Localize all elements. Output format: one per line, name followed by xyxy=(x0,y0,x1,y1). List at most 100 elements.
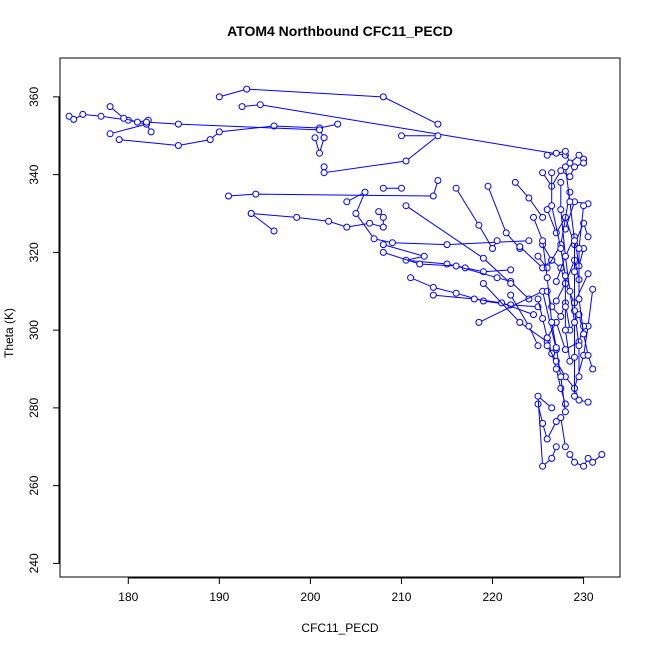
data-point xyxy=(552,149,560,157)
data-point xyxy=(561,408,569,416)
series-line xyxy=(455,187,498,250)
data-point xyxy=(598,451,606,458)
data-point xyxy=(539,169,547,177)
data-point xyxy=(557,313,565,320)
data-point xyxy=(566,188,574,196)
data-point xyxy=(379,184,387,192)
data-point xyxy=(539,315,547,322)
data-point xyxy=(443,241,451,249)
data-point xyxy=(452,184,460,192)
data-point xyxy=(534,295,542,303)
data-point xyxy=(561,400,569,408)
data-point xyxy=(420,252,428,260)
data-point xyxy=(247,210,255,217)
data-point xyxy=(584,398,592,406)
data-point xyxy=(525,237,533,245)
data-point xyxy=(343,198,351,206)
x-tick-label: 200 xyxy=(300,590,320,604)
data-point xyxy=(534,342,542,350)
y-tick-label: 260 xyxy=(27,475,41,495)
data-point xyxy=(575,151,583,159)
data-point xyxy=(434,132,442,140)
data-point xyxy=(548,202,556,210)
data-point xyxy=(407,274,415,282)
data-point xyxy=(361,188,369,196)
series-line xyxy=(146,121,325,138)
data-point xyxy=(311,134,319,142)
data-point xyxy=(552,365,560,373)
data-point xyxy=(571,392,578,400)
data-point xyxy=(584,270,592,278)
data-point xyxy=(416,260,424,268)
data-point xyxy=(147,128,155,136)
data-point xyxy=(571,318,578,326)
data-point xyxy=(174,142,182,149)
data-point xyxy=(561,147,569,155)
series-group xyxy=(65,85,606,470)
data-point xyxy=(475,221,483,229)
data-point xyxy=(571,268,578,276)
series-line xyxy=(537,192,571,269)
data-point xyxy=(580,330,588,338)
data-point xyxy=(511,178,519,186)
data-point xyxy=(225,192,232,200)
data-point xyxy=(561,303,569,311)
series-line xyxy=(433,294,534,316)
data-point xyxy=(434,177,442,184)
data-point xyxy=(293,213,301,221)
data-point xyxy=(120,114,128,122)
data-point xyxy=(580,462,588,470)
data-point xyxy=(543,334,551,342)
data-point xyxy=(79,110,87,118)
data-point xyxy=(566,357,574,365)
data-point xyxy=(543,206,551,214)
y-tick-label: 280 xyxy=(27,398,41,418)
data-point xyxy=(539,237,547,245)
data-point xyxy=(320,169,328,177)
data-point xyxy=(316,149,323,157)
data-point xyxy=(557,206,565,214)
data-point xyxy=(352,210,360,217)
data-point xyxy=(70,115,78,123)
data-point xyxy=(489,245,496,252)
series-line xyxy=(109,106,149,123)
data-point xyxy=(525,194,533,202)
data-point xyxy=(434,120,442,128)
data-point xyxy=(507,266,515,274)
data-point xyxy=(561,163,569,171)
data-point xyxy=(402,157,410,165)
data-point xyxy=(343,223,351,231)
data-point xyxy=(557,373,565,381)
data-point xyxy=(106,130,114,138)
data-point xyxy=(429,192,437,200)
data-point xyxy=(557,167,565,175)
data-point xyxy=(543,151,551,159)
data-point xyxy=(133,118,141,126)
x-tick-label: 180 xyxy=(118,590,138,604)
data-point xyxy=(566,159,574,167)
data-point xyxy=(516,243,524,251)
data-point xyxy=(530,213,537,221)
data-point xyxy=(402,202,410,210)
y-tick-label: 360 xyxy=(27,87,41,107)
x-axis-label: CFC11_PECD xyxy=(301,621,378,635)
data-point xyxy=(475,318,483,326)
data-point xyxy=(452,289,460,297)
data-point xyxy=(571,237,578,245)
data-point xyxy=(580,202,588,210)
y-axis-label: Theta (K) xyxy=(2,308,16,358)
data-point xyxy=(566,287,574,295)
data-point xyxy=(493,274,501,282)
data-point xyxy=(580,159,588,167)
data-point xyxy=(548,169,556,177)
data-point xyxy=(575,295,583,303)
data-point xyxy=(561,326,569,334)
data-point xyxy=(543,274,551,282)
data-point xyxy=(584,454,592,462)
data-point xyxy=(552,443,560,451)
data-point xyxy=(552,297,560,305)
data-point xyxy=(571,163,578,171)
data-point xyxy=(97,112,105,120)
data-point xyxy=(580,322,588,330)
